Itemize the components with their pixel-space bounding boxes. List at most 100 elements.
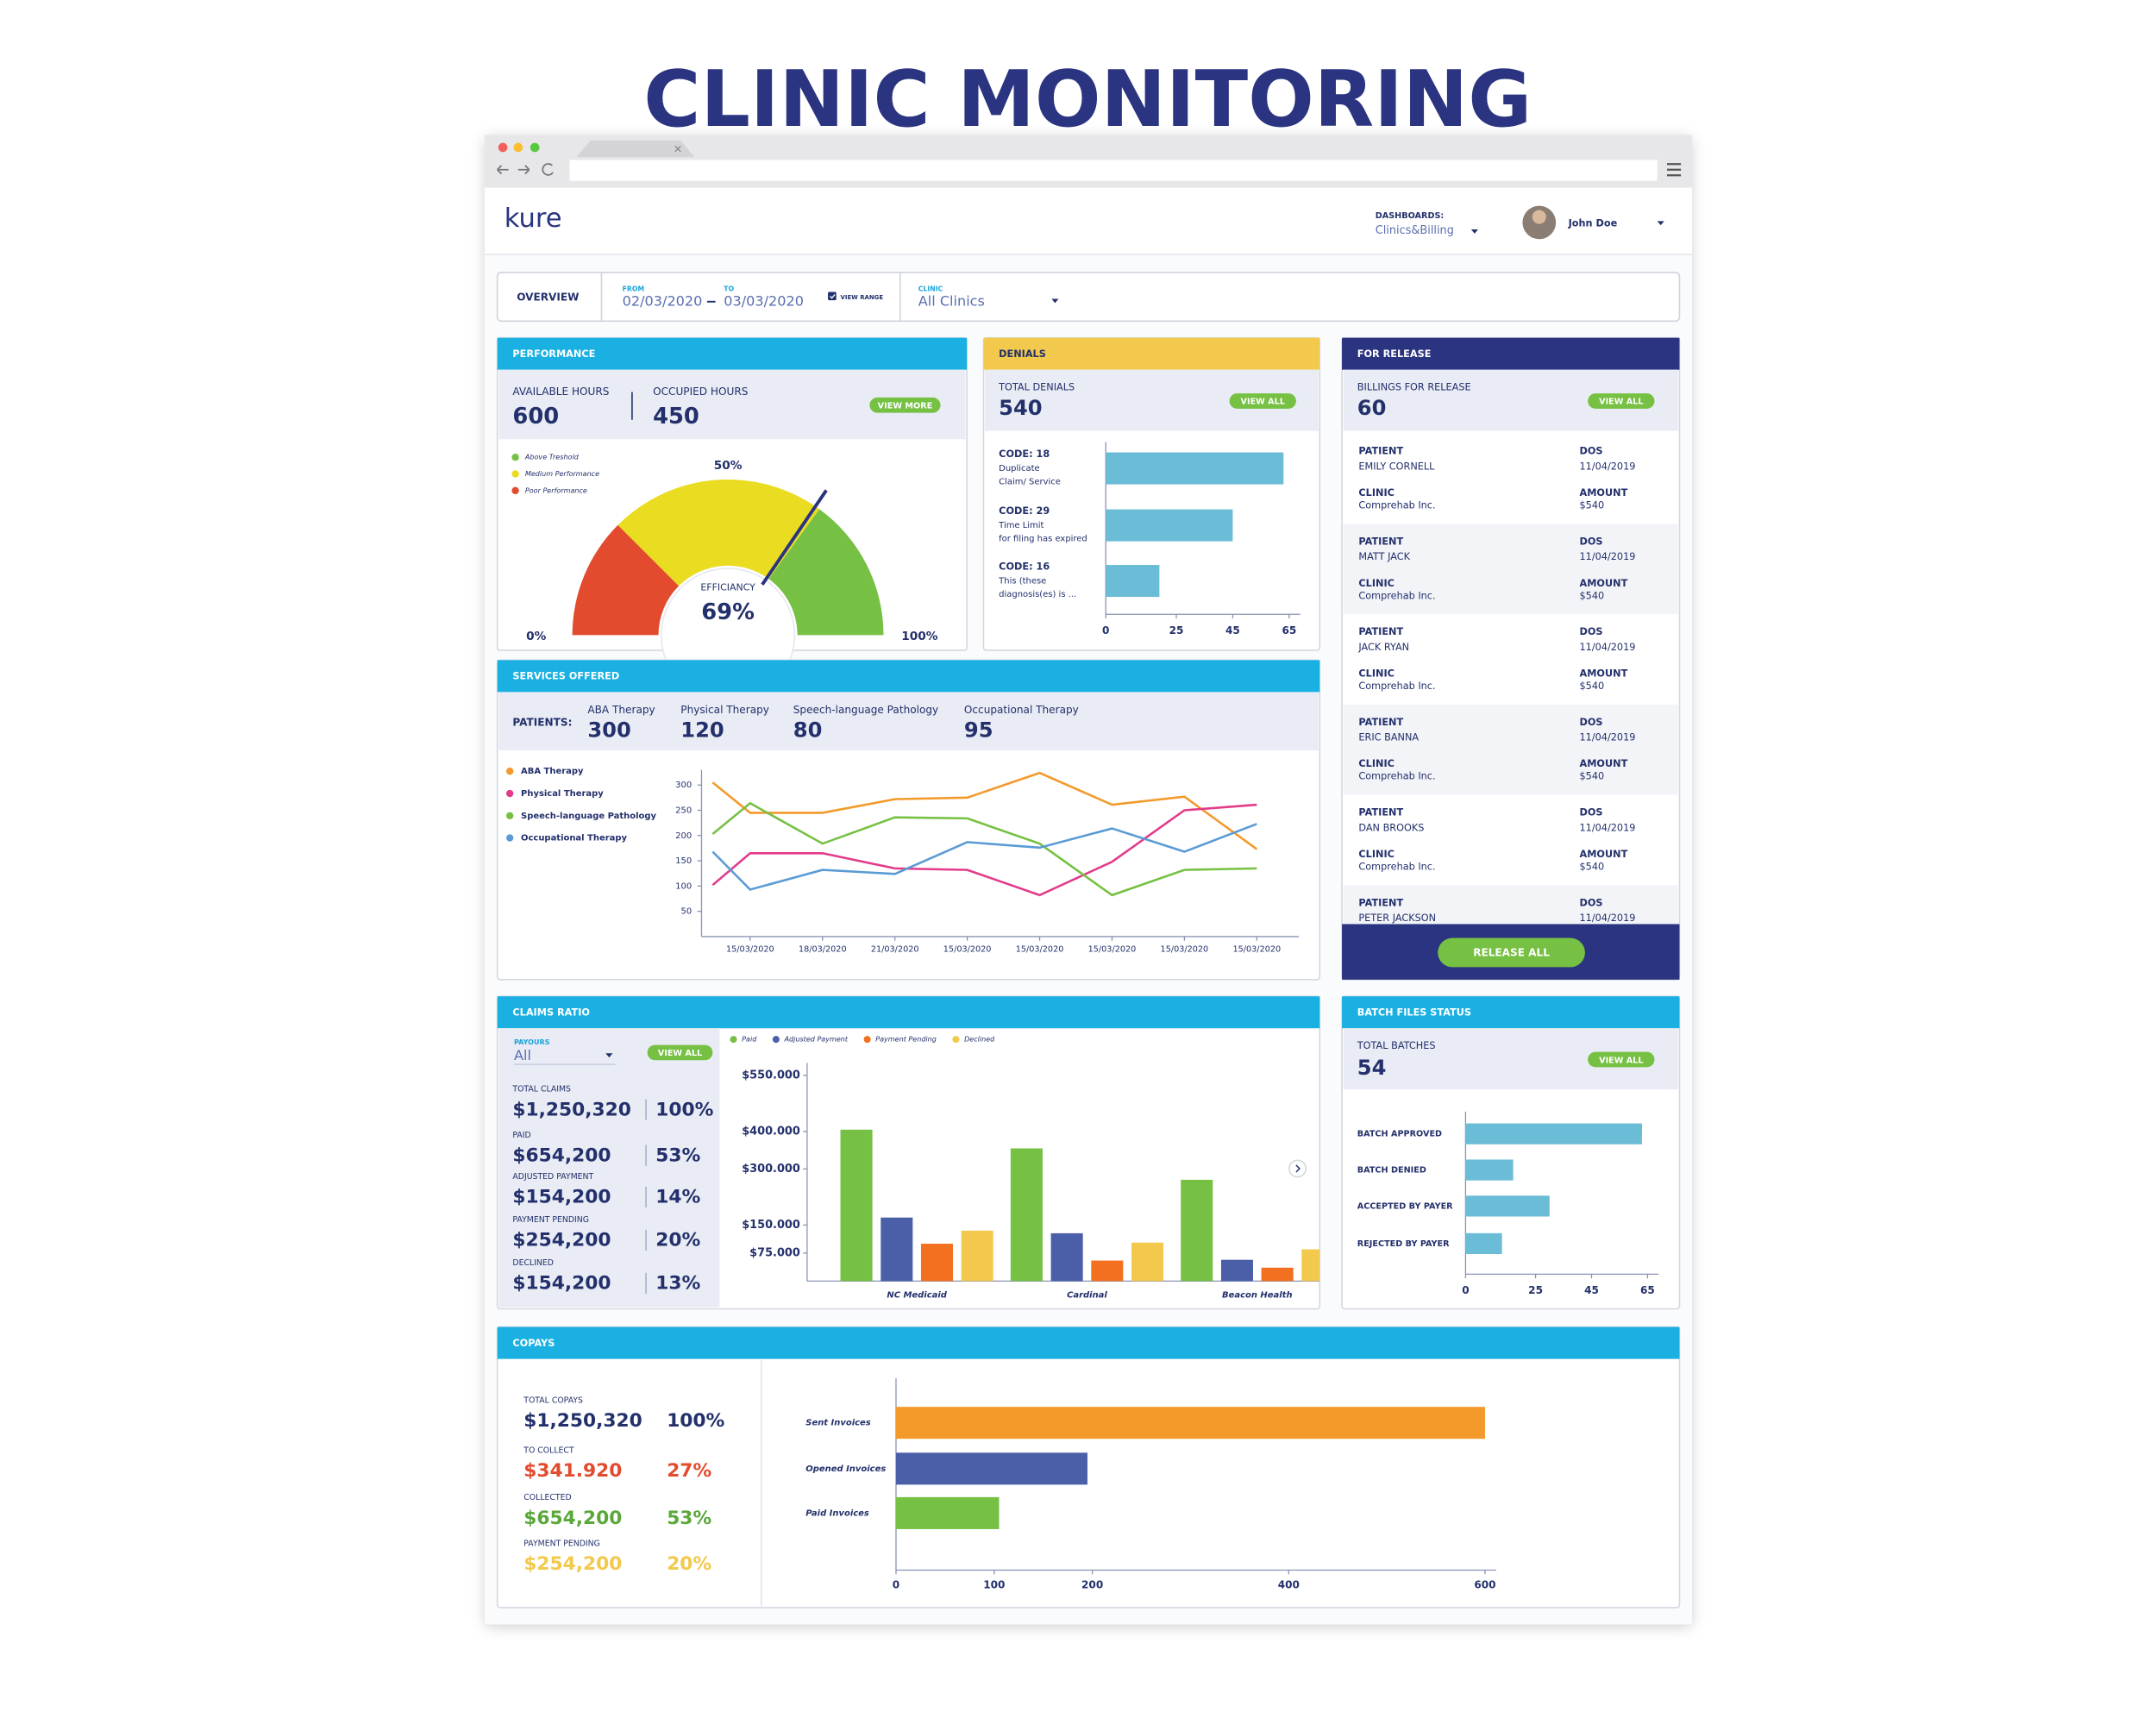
caret[interactable] [605,1053,613,1058]
field-label: AMOUNT [1580,487,1628,499]
min-dot[interactable] [513,142,523,153]
field-label: PAYOURS [514,1038,550,1046]
row-label: PAYMENT PENDING [523,1539,600,1548]
button-label[interactable]: VIEW ALL [1599,398,1643,407]
button-label[interactable]: VIEW ALL [1241,398,1285,407]
checkbox[interactable] [828,292,837,301]
date-from[interactable]: 02/03/2020 [623,292,703,309]
clinic-select[interactable]: All Clinics [918,292,985,309]
button-label[interactable]: VIEW MORE [878,402,933,411]
row-share: 20% [667,1553,711,1575]
menu-icon[interactable] [1666,163,1682,177]
kpi-value: 600 [512,404,559,430]
dos: 11/04/2019 [1580,461,1636,472]
caret[interactable] [1657,221,1664,226]
x-tick-label: 15/03/2020 [1161,944,1209,954]
y-tick-label: $300.000 [742,1163,800,1176]
x-tick-label: 15/03/2020 [726,944,774,954]
category-description: Time Limit [998,521,1044,530]
category-label: REJECTED BY PAYER [1357,1239,1450,1249]
patient-name: EMILY CORNELL [1358,461,1435,472]
button-label[interactable]: RELEASE ALL [1473,947,1550,959]
logo: kure [505,204,562,234]
field-label: CLINIC [1358,578,1395,589]
row-label: TOTAL CLAIMS [511,1085,571,1094]
x-tick-label: Cardinal [1067,1291,1107,1301]
panel-title: COPAYS [512,1338,555,1349]
bar [895,1452,1087,1485]
record-row[interactable] [1343,524,1678,615]
bar [895,1496,1000,1529]
payor-select[interactable]: All [514,1047,531,1063]
y-tick-label: 100 [675,881,692,891]
max-dot[interactable] [530,142,540,153]
amount: $540 [1580,771,1605,782]
forward-arrow[interactable] [517,165,530,175]
patient-name: ERIC BANNA [1358,732,1419,743]
button[interactable] [1588,1051,1655,1068]
x-tick-label: 100 [983,1579,1005,1591]
field-label: PATIENT [1358,536,1403,547]
record-row[interactable] [1343,433,1678,524]
user-name[interactable]: John Doe [1568,218,1618,229]
field-label: CLINIC [1358,758,1395,769]
record-row[interactable] [1343,614,1678,705]
reload[interactable] [542,163,554,176]
clinic-name: Comprehab Inc. [1358,500,1435,511]
category-code: CODE: 18 [999,448,1050,460]
caret[interactable] [1470,229,1478,234]
button-label[interactable]: VIEW ALL [1599,1056,1643,1065]
x-tick-label: 25 [1528,1284,1543,1296]
legend-label: Declined [964,1036,995,1044]
button[interactable] [1438,938,1585,968]
browser-tab[interactable] [576,140,695,158]
kpi-value: 60 [1357,396,1387,420]
label: OCCUPIED HOURS [653,386,748,398]
row-label: PAYMENT PENDING [512,1215,589,1225]
legend-label: ABA Therapy [521,767,584,776]
close-dot[interactable] [498,142,508,153]
next-button[interactable] [1288,1159,1307,1178]
row-share: 53% [667,1508,711,1529]
label: BILLINGS FOR RELEASE [1357,382,1471,393]
date-to[interactable]: 03/03/2020 [724,292,804,309]
x-tick-label: 21/03/2020 [871,944,919,954]
bar [1131,1242,1164,1282]
record-row[interactable] [1343,794,1678,886]
tab-close[interactable] [674,145,681,153]
service-name: Speech-language Pathology [793,704,938,716]
checkbox-label: VIEW RANGE [841,294,884,301]
legend-dot [511,454,519,461]
bar [1465,1123,1642,1144]
caret[interactable] [1051,298,1059,304]
row-share: 53% [655,1144,700,1166]
field-label: PATIENT [1358,626,1403,637]
y-tick-label: $75.000 [749,1246,800,1259]
dashboard-select[interactable]: Clinics&Billing [1376,224,1454,237]
bar [1220,1259,1253,1282]
panel-title: SERVICES OFFERED [512,671,619,682]
record-row[interactable] [1343,704,1678,795]
service-total: 95 [964,718,993,743]
panel-header [983,337,1320,370]
bar [1106,565,1160,598]
back-arrow[interactable] [497,165,509,175]
button[interactable] [869,397,941,413]
row-amount: $654,200 [512,1144,611,1166]
address-bar[interactable] [569,160,1658,181]
button[interactable] [1229,393,1296,409]
field-label: DOS [1580,807,1603,818]
panel-title: PERFORMANCE [512,348,595,360]
dos: 11/04/2019 [1580,912,1636,924]
button-label[interactable]: VIEW ALL [658,1049,702,1058]
row-amount: $254,200 [512,1230,611,1251]
field-label: DOS [1580,717,1603,728]
field-label: AMOUNT [1580,758,1628,769]
record-row[interactable] [1343,885,1678,975]
button[interactable] [647,1044,713,1061]
series-line [711,803,1257,897]
gauge-value: 69% [701,599,755,625]
bar [1010,1148,1043,1282]
button[interactable] [1588,393,1655,409]
tab[interactable]: OVERVIEW [517,291,579,303]
